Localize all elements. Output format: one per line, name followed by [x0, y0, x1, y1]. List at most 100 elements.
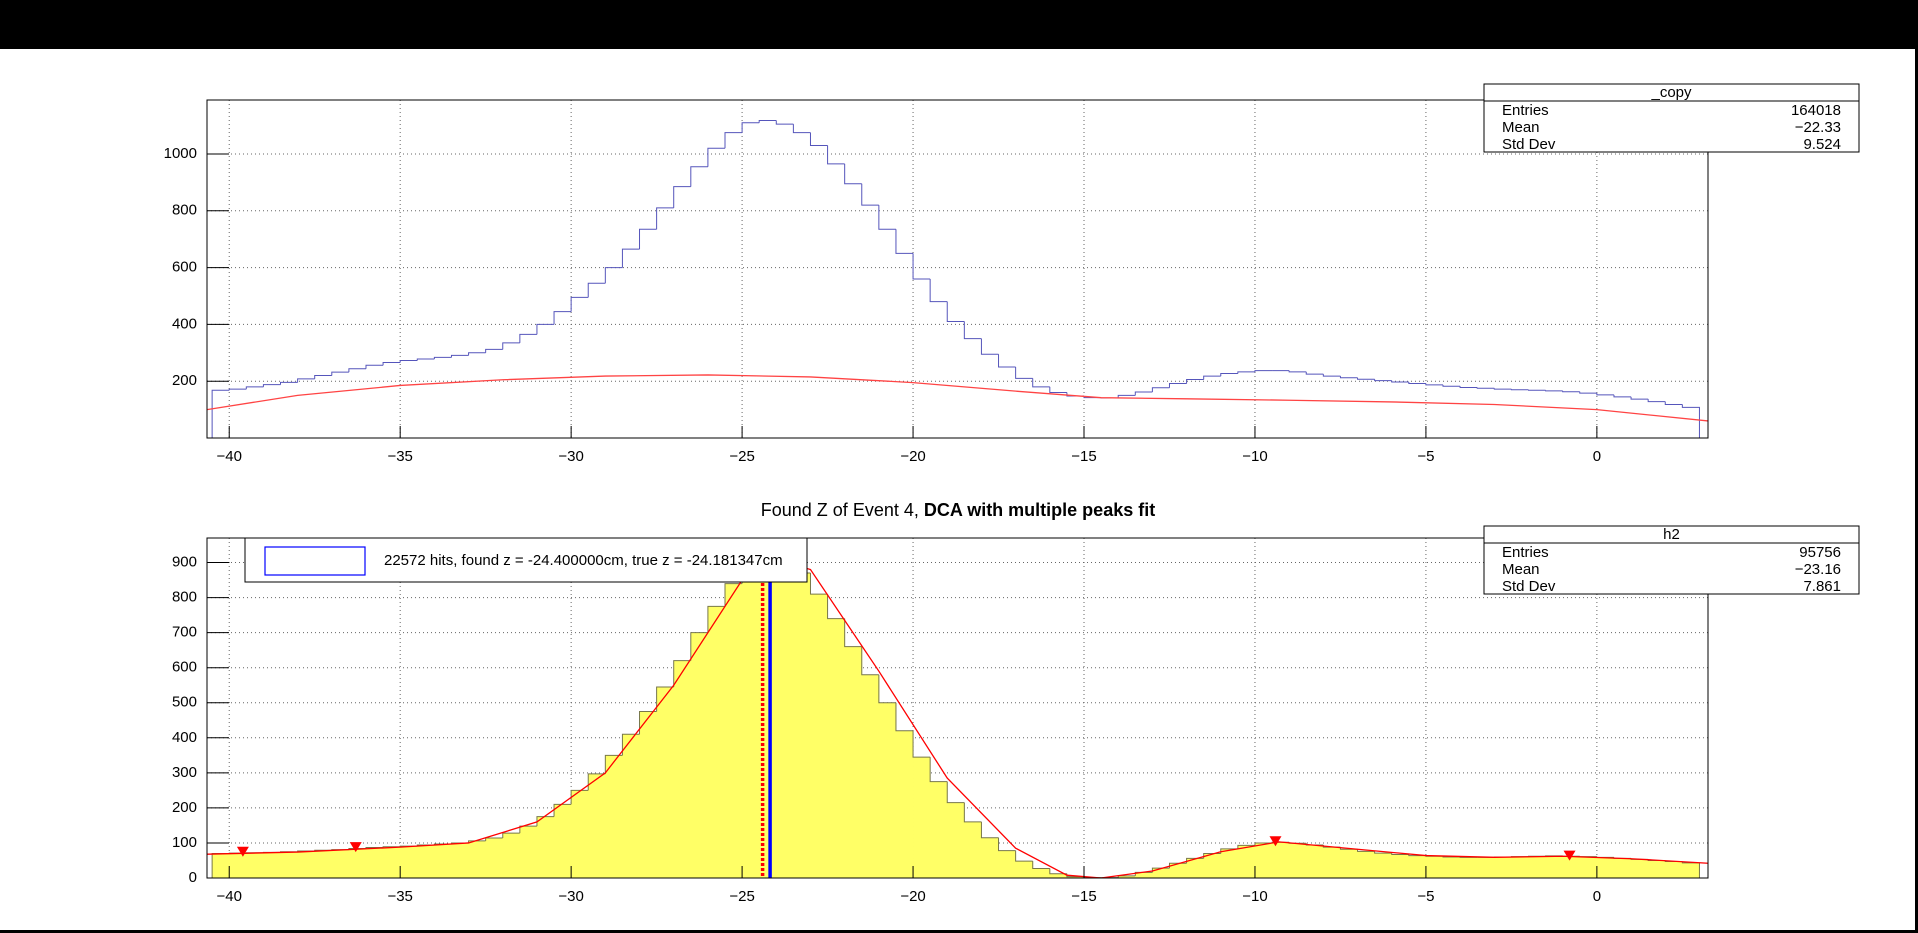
histogram-step	[998, 354, 1016, 368]
histogram-bin	[1631, 859, 1649, 878]
legend-text: 22572 hits, found z = -24.400000cm, true…	[384, 552, 783, 569]
histogram-step	[604, 754, 623, 774]
histogram-step	[690, 632, 708, 661]
histogram-bin	[759, 557, 777, 878]
histogram-step	[1476, 387, 1495, 389]
histogram-bin	[1152, 868, 1170, 878]
y-tick-label: 400	[172, 315, 197, 332]
histogram-step	[536, 816, 555, 827]
histogram-step	[844, 163, 862, 185]
y-tick-label: 0	[189, 869, 197, 886]
histogram-step	[1237, 844, 1255, 849]
title-normal: Found Z of Event 4,	[761, 500, 924, 520]
histogram-bin	[1682, 862, 1700, 878]
histogram-step	[1015, 366, 1033, 379]
histogram-step	[724, 132, 743, 149]
peak-marker	[1269, 836, 1282, 847]
y-tick-label: 800	[172, 589, 197, 606]
histogram-step	[621, 248, 640, 268]
histogram-bin	[1511, 856, 1529, 878]
histogram-step	[211, 389, 230, 438]
histogram-step	[348, 368, 366, 373]
histogram-step	[673, 186, 691, 208]
histogram-step	[621, 733, 640, 756]
histogram-bin	[1254, 842, 1273, 878]
histogram-step	[1647, 399, 1666, 403]
histogram-step	[1493, 388, 1512, 390]
histogram-bin	[1665, 861, 1683, 878]
histogram-step	[878, 674, 896, 704]
histogram-bin	[673, 660, 692, 878]
histogram-bin	[656, 686, 675, 878]
histogram-step	[519, 333, 537, 343]
histogram-step	[878, 205, 896, 230]
histogram-bin	[1374, 853, 1393, 878]
histogram-step	[1510, 389, 1529, 391]
y-tick-label: 500	[172, 694, 197, 711]
histogram-step	[656, 207, 674, 230]
x-tick-label: −20	[900, 888, 925, 905]
histogram-step	[1528, 389, 1546, 391]
histogram-bin	[1460, 857, 1478, 878]
stats-value: 164018	[1791, 102, 1841, 119]
stats-title: _copy	[1650, 84, 1692, 101]
histogram-step	[433, 356, 452, 360]
histogram-step	[1254, 370, 1273, 372]
histogram-step	[1151, 387, 1170, 392]
histogram-bin	[485, 838, 504, 878]
histogram-bin	[1237, 845, 1256, 878]
histogram-bin	[417, 845, 435, 878]
histogram-bin	[1613, 858, 1632, 878]
histogram-step	[1117, 394, 1136, 398]
histogram-bin	[844, 646, 863, 878]
histogram-step	[468, 352, 486, 356]
histogram-step	[1134, 391, 1153, 396]
histogram-step	[963, 321, 982, 340]
histogram-bin	[1323, 847, 1341, 878]
histogram-step	[1630, 396, 1649, 400]
histogram-bin	[1220, 848, 1239, 878]
histogram-step	[980, 338, 999, 355]
histogram-bin	[998, 850, 1017, 878]
histogram-bin	[1391, 854, 1410, 878]
histogram-step	[912, 730, 931, 758]
x-tick-label: −10	[1242, 448, 1267, 465]
stats-label: Mean	[1502, 119, 1540, 136]
y-tick-label: 900	[172, 554, 197, 571]
histogram-bin	[383, 846, 401, 878]
histogram-step	[827, 145, 845, 165]
histogram-step	[1613, 394, 1632, 398]
histogram-bin	[502, 833, 521, 878]
histogram-bin	[913, 757, 931, 878]
histogram-bin	[1186, 858, 1205, 878]
histogram-step	[844, 618, 862, 648]
stats-box	[1483, 83, 1860, 153]
y-tick-label: 1000	[164, 145, 197, 162]
histogram-bin	[895, 730, 914, 878]
y-tick-label: 600	[172, 659, 197, 676]
histogram-bin	[1579, 856, 1598, 878]
histogram-step	[1220, 373, 1238, 377]
histogram-step	[1032, 861, 1050, 870]
plot-frame-bg	[207, 100, 1708, 438]
histogram-step	[416, 358, 435, 361]
y-tick-label: 800	[172, 202, 197, 219]
y-tick-label: 300	[172, 764, 197, 781]
peak-marker	[236, 846, 249, 857]
histogram-bin	[263, 852, 281, 878]
histogram-step	[963, 802, 982, 823]
histogram-step	[314, 375, 332, 379]
histogram-step	[929, 757, 948, 783]
x-tick-label: −40	[216, 888, 241, 905]
histogram-bin	[776, 560, 794, 878]
histogram-bin	[1443, 856, 1461, 878]
histogram-step	[827, 594, 845, 620]
histogram-bin	[810, 594, 828, 878]
histogram-step	[639, 228, 657, 250]
histogram-step	[587, 282, 606, 298]
x-tick-label: −40	[216, 448, 241, 465]
histogram-step	[1288, 370, 1307, 373]
histogram-step	[1425, 383, 1444, 386]
histogram-step	[656, 686, 674, 712]
histogram-step	[998, 837, 1016, 852]
